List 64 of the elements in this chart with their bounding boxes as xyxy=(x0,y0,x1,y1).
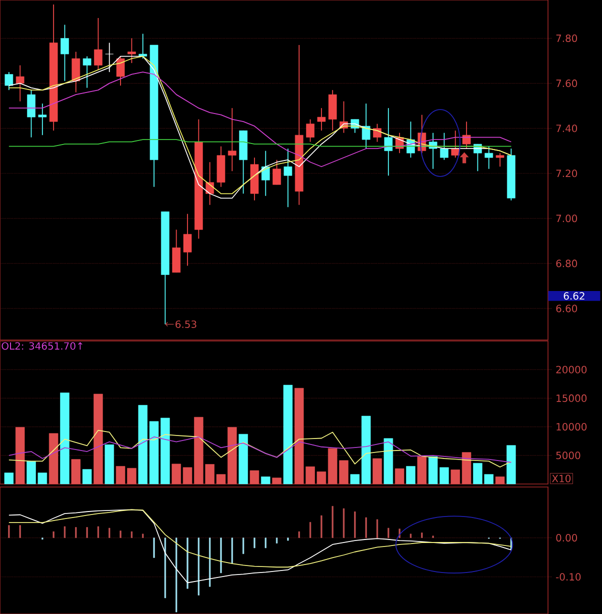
bar xyxy=(495,476,505,484)
y-tick-label: 6.80 xyxy=(556,260,578,268)
candlestick xyxy=(261,150,270,196)
bar xyxy=(372,458,382,484)
candlestick xyxy=(484,146,494,170)
candlestick xyxy=(284,148,292,208)
candlestick xyxy=(116,56,125,86)
text: X10 xyxy=(552,474,571,482)
candlestick xyxy=(94,18,102,70)
y-tick-label: 7.00 xyxy=(556,214,578,222)
candlestick xyxy=(183,213,192,266)
bar xyxy=(94,394,103,484)
candlestick xyxy=(384,108,393,176)
candlestick xyxy=(362,103,370,150)
bar xyxy=(48,433,58,484)
candlestick xyxy=(38,103,47,136)
bar xyxy=(361,416,371,484)
bar xyxy=(283,384,293,484)
bar xyxy=(250,470,260,484)
candlestick xyxy=(138,33,148,59)
y-tick-label: 0.00 xyxy=(556,534,578,542)
bar xyxy=(4,472,14,484)
bar xyxy=(15,427,25,484)
y-tick-label: 6.60 xyxy=(556,304,578,312)
y-tick-label: 5000 xyxy=(556,452,580,460)
annotation: OL2: 34651.70↑ xyxy=(2,342,82,350)
y-tick-label: 7.20 xyxy=(556,170,578,178)
annotation: 6.53 xyxy=(176,320,196,328)
candlestick xyxy=(82,56,92,88)
bar xyxy=(261,476,270,484)
bar xyxy=(394,468,404,484)
candlestick xyxy=(72,51,80,93)
candlestick xyxy=(16,64,24,102)
bar xyxy=(417,456,426,484)
bar xyxy=(350,474,360,484)
y-tick-label: 20000 xyxy=(556,366,587,374)
bar xyxy=(104,444,114,484)
bar xyxy=(71,459,81,484)
candlestick xyxy=(317,108,326,132)
bar xyxy=(506,445,516,484)
bar xyxy=(272,478,282,484)
candlestick xyxy=(206,162,214,206)
candlestick xyxy=(27,90,36,138)
bar xyxy=(384,438,394,484)
candlestick xyxy=(462,121,471,150)
candlestick xyxy=(272,159,281,186)
y-tick-label: 10000 xyxy=(556,423,587,431)
candlestick xyxy=(228,108,236,172)
candlestick xyxy=(306,118,314,142)
bar xyxy=(60,392,70,484)
candlestick xyxy=(128,38,136,64)
y-tick-label: 15000 xyxy=(556,394,587,402)
y-tick-label: 7.80 xyxy=(556,34,578,42)
candlestick xyxy=(440,132,448,160)
bar xyxy=(238,434,248,484)
candlestick xyxy=(4,72,14,91)
candlestick xyxy=(60,24,69,82)
y-tick-label: 7.60 xyxy=(556,80,578,88)
y-tick-label: -0.10 xyxy=(556,573,581,581)
bar xyxy=(82,469,92,484)
y-tick-label: 7.40 xyxy=(556,124,578,132)
candlestick xyxy=(496,152,504,168)
bar xyxy=(406,466,416,484)
text: 6.62 xyxy=(564,292,584,300)
